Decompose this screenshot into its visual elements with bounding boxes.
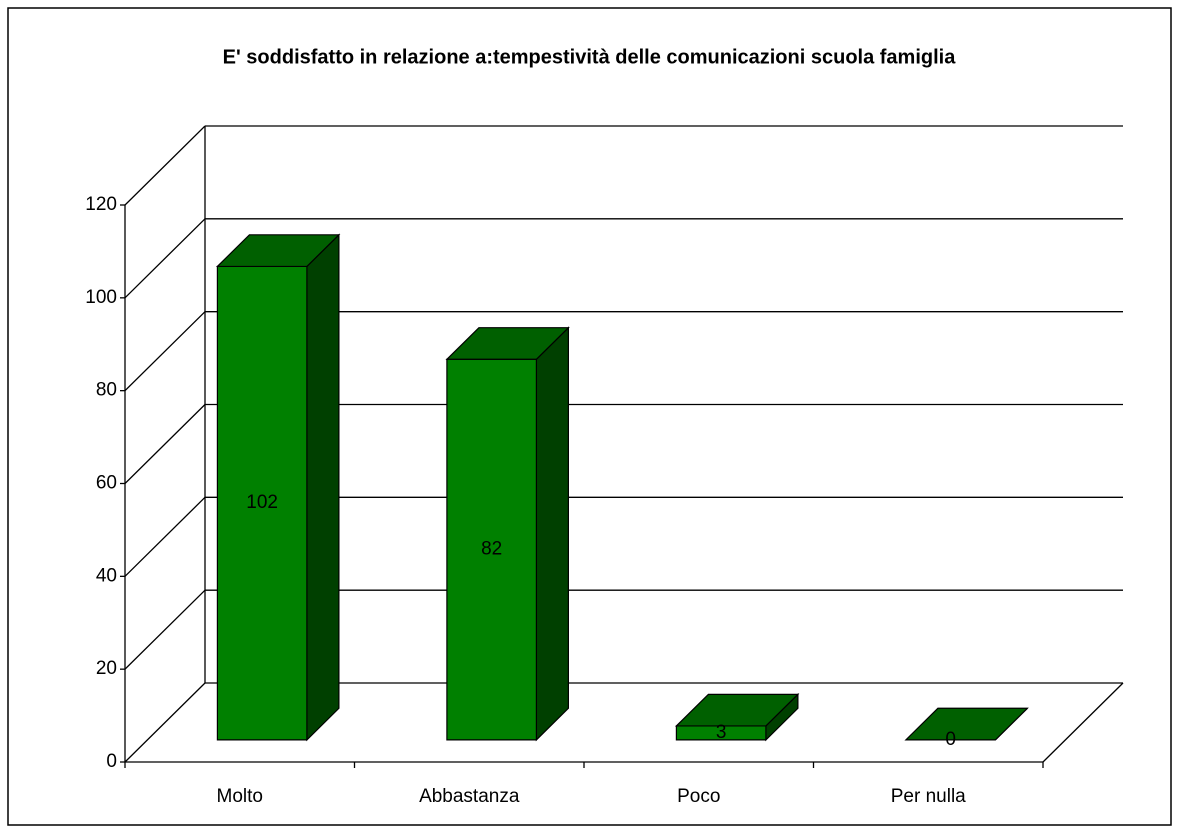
grid-line xyxy=(124,682,206,763)
chart-border xyxy=(7,7,1172,826)
bar xyxy=(904,707,1029,741)
bar-side xyxy=(535,326,570,742)
x-tick-label: Per nulla xyxy=(891,786,966,807)
bar-side xyxy=(306,233,340,742)
y-tick-label: 40 xyxy=(96,565,117,586)
bar xyxy=(674,692,800,742)
y-tick-label: 100 xyxy=(85,287,117,308)
value-label: 82 xyxy=(481,539,502,560)
bar xyxy=(215,233,341,742)
grid-line xyxy=(124,125,206,206)
bar-top xyxy=(445,327,570,360)
grid-line xyxy=(124,218,206,299)
value-label: 102 xyxy=(246,492,278,513)
y-tick-label: 20 xyxy=(96,658,117,679)
y-tick-label: 0 xyxy=(106,751,117,772)
grid-line xyxy=(124,589,206,670)
y-tick-label: 80 xyxy=(96,380,117,401)
x-tick-label: Molto xyxy=(217,786,263,807)
y-tick-label: 60 xyxy=(96,473,117,494)
x-tick-label: Poco xyxy=(677,786,720,807)
grid-line xyxy=(124,311,206,392)
bar-top xyxy=(674,693,800,727)
floor-right xyxy=(1042,682,1124,763)
x-tick-label: Abbastanza xyxy=(419,786,520,807)
grid-line xyxy=(124,404,206,484)
bar xyxy=(445,326,570,742)
bar-top xyxy=(904,707,1029,741)
y-tick-label: 120 xyxy=(85,194,117,215)
bar-top xyxy=(215,234,341,268)
value-label: 3 xyxy=(716,722,727,743)
chart-title: E' soddisfatto in relazione a:tempestivi… xyxy=(223,46,957,68)
value-label: 0 xyxy=(945,729,956,750)
grid-line xyxy=(124,496,206,577)
